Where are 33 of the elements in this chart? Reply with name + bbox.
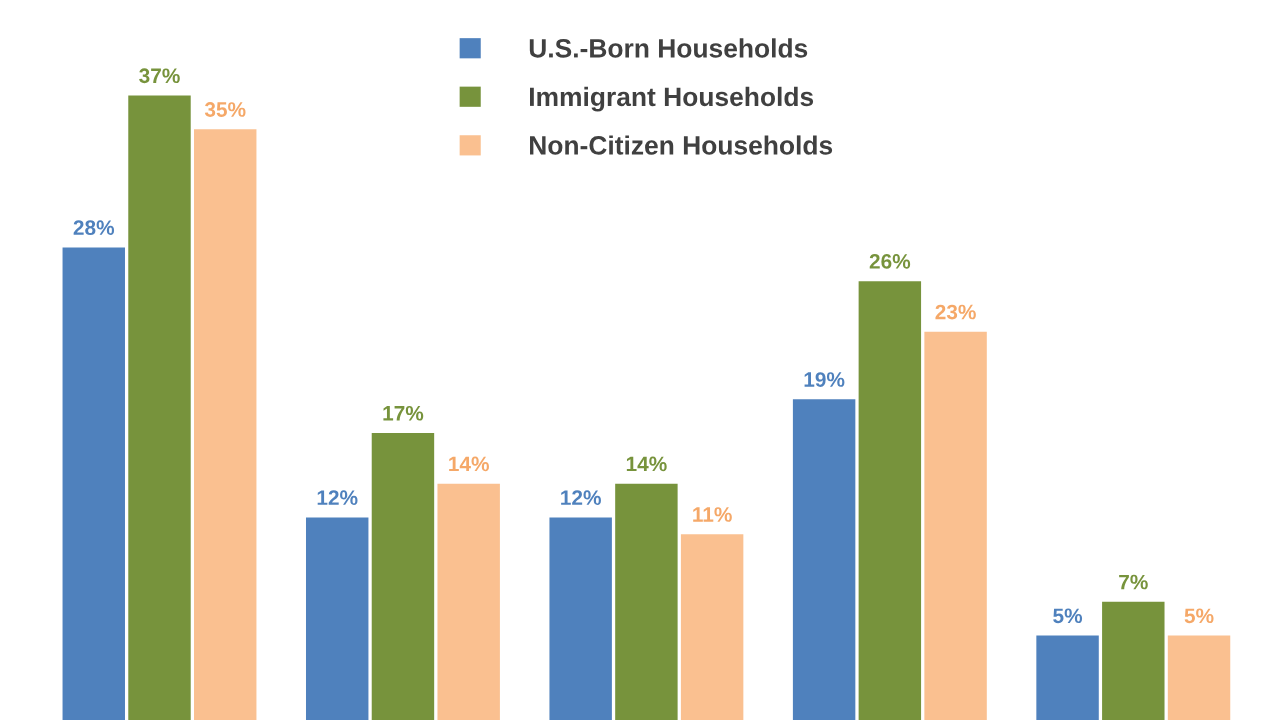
data-label: 14% xyxy=(449,456,489,472)
data-label: 19% xyxy=(804,372,845,387)
data-label: 17% xyxy=(383,405,424,421)
legend-label: Non-Citizen Households xyxy=(530,135,833,155)
data-label: 7% xyxy=(1119,574,1148,590)
bar xyxy=(371,433,435,720)
bar xyxy=(1036,635,1099,720)
data-label: 28% xyxy=(73,220,115,236)
legend-label: U.S.-Born Households xyxy=(529,38,808,58)
data-label: 37% xyxy=(139,68,180,84)
bar xyxy=(437,483,500,720)
bar xyxy=(549,517,612,720)
data-label: 11% xyxy=(693,507,732,522)
bar xyxy=(615,483,678,720)
data-label: 5% xyxy=(1184,608,1214,624)
data-label: 26% xyxy=(869,254,911,269)
legend-label: Immigrant Households xyxy=(530,86,814,112)
bar xyxy=(924,331,987,720)
bar xyxy=(194,129,257,720)
bar xyxy=(858,281,922,720)
bar xyxy=(792,399,856,720)
bar xyxy=(62,247,125,720)
bar xyxy=(1102,601,1165,720)
data-label: 23% xyxy=(935,304,976,320)
data-label: 35% xyxy=(204,102,246,117)
data-label: 5% xyxy=(1053,608,1083,624)
data-label: 12% xyxy=(317,490,358,505)
bar xyxy=(680,534,744,720)
bar xyxy=(128,95,191,720)
bar xyxy=(305,517,369,720)
data-label: 14% xyxy=(626,456,667,472)
data-label: 12% xyxy=(561,490,601,505)
bar xyxy=(1167,635,1231,720)
